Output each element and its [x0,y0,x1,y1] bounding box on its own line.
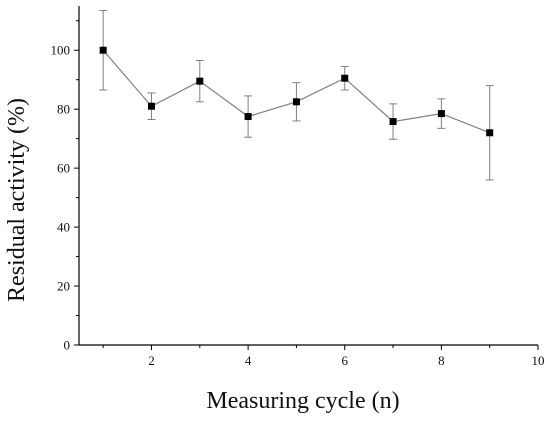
y-tick-label: 0 [64,338,71,353]
x-tick-label: 6 [341,353,348,368]
y-tick-label: 20 [57,279,70,294]
data-point-marker [244,113,252,121]
data-point-marker [389,118,397,126]
data-point-marker [147,102,155,110]
x-tick-label: 10 [532,353,545,368]
x-axis-title: Measuring cycle (n) [206,388,399,414]
data-point-marker [437,110,445,118]
y-tick-label: 100 [51,43,71,58]
x-tick-label: 8 [438,353,445,368]
data-point-marker [341,74,349,82]
data-point-marker [292,98,300,106]
data-point-marker [99,46,107,54]
x-tick-label: 2 [148,353,155,368]
y-axis-title: Residual activity (%) [4,98,30,302]
y-tick-label: 80 [57,102,70,117]
x-tick-label: 4 [245,353,252,368]
y-tick-label: 40 [57,220,70,235]
data-point-marker [196,77,204,85]
data-series [99,9,494,181]
axes [78,6,538,346]
y-tick-label: 60 [57,161,70,176]
data-point-marker [486,129,494,137]
